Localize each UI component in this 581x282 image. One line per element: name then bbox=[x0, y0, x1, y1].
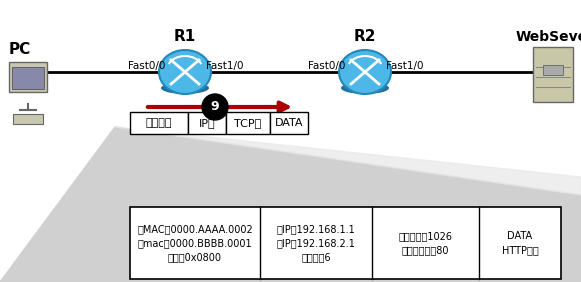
Ellipse shape bbox=[341, 82, 389, 94]
Text: PC: PC bbox=[9, 42, 31, 57]
Text: 目IP：192.168.2.1: 目IP：192.168.2.1 bbox=[277, 238, 356, 248]
Text: 类型：0x0800: 类型：0x0800 bbox=[168, 252, 222, 262]
Text: R1: R1 bbox=[174, 29, 196, 44]
Bar bbox=[9, 62, 47, 92]
Text: IP头: IP头 bbox=[199, 118, 216, 128]
Bar bbox=[270, 112, 308, 134]
Bar bbox=[543, 65, 563, 75]
Bar bbox=[13, 114, 43, 124]
Bar bbox=[188, 112, 226, 134]
Text: R2: R2 bbox=[354, 29, 376, 44]
Circle shape bbox=[202, 94, 228, 120]
Text: 协议号：6: 协议号：6 bbox=[301, 252, 331, 262]
Ellipse shape bbox=[161, 82, 209, 94]
Bar bbox=[12, 67, 44, 89]
Text: Fast1/0: Fast1/0 bbox=[206, 61, 244, 71]
Ellipse shape bbox=[339, 50, 391, 94]
Bar bbox=[130, 207, 561, 279]
Text: Fast0/0: Fast0/0 bbox=[128, 61, 166, 71]
Bar bbox=[533, 47, 573, 102]
Text: 源IP：192.168.1.1: 源IP：192.168.1.1 bbox=[277, 224, 356, 234]
Text: HTTP荷载: HTTP荷载 bbox=[501, 245, 539, 255]
Text: Fast1/0: Fast1/0 bbox=[386, 61, 424, 71]
Ellipse shape bbox=[159, 50, 211, 94]
Text: Fast0/0: Fast0/0 bbox=[309, 61, 346, 71]
Text: 目的端口号：80: 目的端口号：80 bbox=[401, 245, 449, 255]
Text: 9: 9 bbox=[211, 100, 219, 113]
Bar bbox=[226, 112, 270, 134]
Text: 目mac：0000.BBBB.0001: 目mac：0000.BBBB.0001 bbox=[138, 238, 252, 248]
Bar bbox=[130, 112, 188, 134]
Text: DATA: DATA bbox=[507, 231, 533, 241]
Text: 源端口号：1026: 源端口号：1026 bbox=[399, 231, 453, 241]
Text: TCP头: TCP头 bbox=[234, 118, 261, 128]
Polygon shape bbox=[0, 127, 581, 282]
Polygon shape bbox=[115, 127, 581, 195]
Text: 以太网头: 以太网头 bbox=[146, 118, 172, 128]
Text: WebSever: WebSever bbox=[515, 30, 581, 44]
Text: DATA: DATA bbox=[275, 118, 303, 128]
Text: 源MAC：0000.AAAA.0002: 源MAC：0000.AAAA.0002 bbox=[137, 224, 253, 234]
